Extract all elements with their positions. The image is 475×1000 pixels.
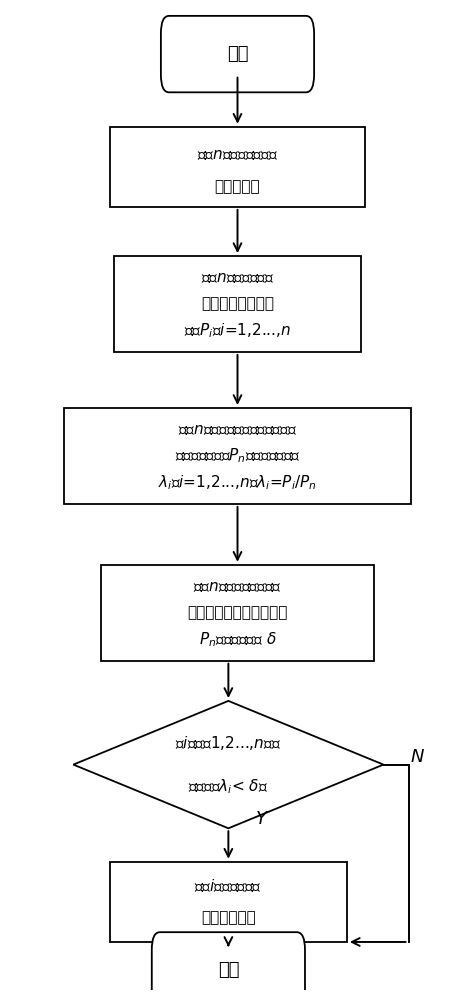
Bar [110,127,365,207]
Text: 输出有功功率，并: 输出有功功率，并 [201,296,274,312]
Text: $N$: $N$ [410,748,425,766]
Text: 结束: 结束 [218,961,239,979]
Bar [110,862,347,942]
FancyBboxPatch shape [161,16,314,92]
Bar [64,408,411,504]
Text: 与额定有功功率$P_n$的比值，并记为: 与额定有功功率$P_n$的比值，并记为 [175,447,300,465]
Bar [114,256,361,352]
Text: $P_n$的比值边界值 $\delta$: $P_n$的比值边界值 $\delta$ [199,630,276,649]
Text: 是否满足$\lambda_i$< $\delta$？: 是否满足$\lambda_i$< $\delta$？ [188,777,268,796]
Text: 当$i$依次为1,2...,$n$时，: 当$i$依次为1,2...,$n$时， [175,734,281,752]
Text: 采集$n$台并网逆变器: 采集$n$台并网逆变器 [201,270,274,285]
Text: 有功功率与额定有功功率: 有功功率与额定有功功率 [187,605,288,620]
Text: 将第$i$台并网逆变器: 将第$i$台并网逆变器 [194,878,262,894]
Text: 记为$P_i$，$i$=1,2...,$n$: 记为$P_i$，$i$=1,2...,$n$ [184,321,291,340]
Text: 设置$n$台并网逆变器输出: 设置$n$台并网逆变器输出 [193,579,282,594]
Text: 行在模式一: 行在模式一 [215,179,260,194]
Text: 开始: 开始 [227,45,248,63]
Polygon shape [73,701,383,828]
Text: $Y$: $Y$ [256,810,270,828]
Text: 切换到模式二: 切换到模式二 [201,910,256,925]
Bar [101,565,374,661]
FancyBboxPatch shape [152,932,305,1000]
Text: $\lambda_i$，$i$=1,2...,$n$，$\lambda_i$=$P_i$/$P_n$: $\lambda_i$，$i$=1,2...,$n$，$\lambda_i$=$… [158,473,317,492]
Text: 设置$n$台并网逆变器运: 设置$n$台并网逆变器运 [197,148,278,163]
Text: 计算$n$台并网逆变器输出有功功率: 计算$n$台并网逆变器输出有功功率 [178,422,297,437]
